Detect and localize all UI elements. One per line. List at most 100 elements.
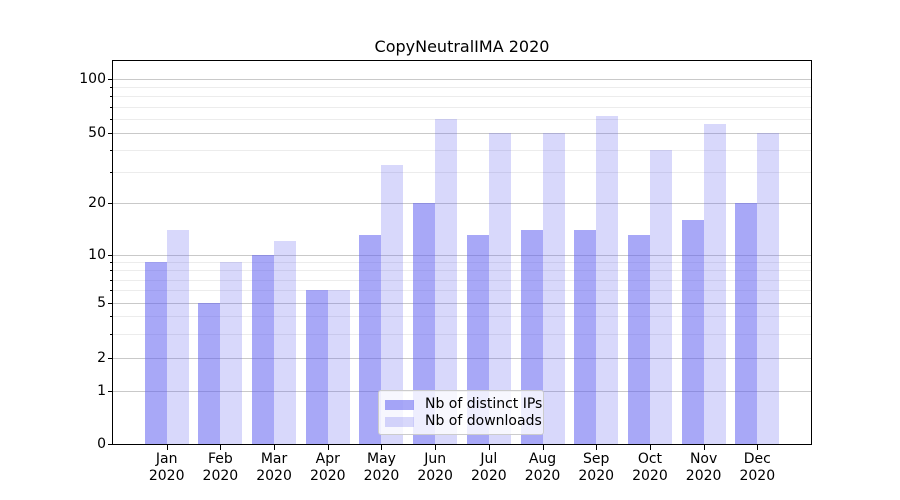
legend-swatch-distinct-ips-icon (385, 399, 414, 410)
x-tick-label-mar: Mar 2020 (256, 451, 292, 484)
legend-label-distinct-ips: Nb of distinct IPs (425, 396, 543, 412)
x-tickmark-sep (596, 445, 598, 450)
gridline-major-5 (113, 303, 811, 304)
x-tick-label-sep: Sep 2020 (578, 451, 615, 484)
bar-downloads-oct (649, 150, 672, 444)
bar-downloads-apr (327, 290, 350, 444)
legend-swatch-downloads-icon (385, 416, 414, 427)
bar-downloads-jun (435, 118, 458, 444)
y-minor-tickmark-60 (110, 118, 113, 120)
x-tick-label-aug: Aug 2020 (524, 451, 561, 484)
y-tickmark-1 (108, 391, 113, 392)
y-tick-label-0: 0 (97, 436, 106, 452)
legend-item-distinct-ips: Nb of distinct IPs (385, 396, 543, 413)
gridline-major-10 (113, 255, 811, 256)
y-minor-tickmark-90 (110, 87, 113, 89)
y-tickmark-0 (108, 444, 113, 445)
legend-label-downloads: Nb of downloads (425, 413, 542, 429)
x-tickmark-oct (649, 445, 651, 450)
gridline-minor-7 (113, 279, 811, 281)
y-tick-label-1: 1 (97, 383, 106, 399)
gridline-major-50 (113, 133, 811, 134)
y-tickmark-5 (108, 303, 113, 304)
y-minor-tickmark-3 (110, 333, 113, 335)
bar-distinct-ips-dec (735, 203, 758, 444)
bar-distinct-ips-oct (627, 235, 650, 444)
y-minor-tickmark-7 (110, 279, 113, 281)
y-minor-tickmark-8 (110, 270, 113, 272)
x-tickmark-jan (166, 445, 168, 450)
y-tick-label-10: 10 (88, 247, 106, 263)
y-tick-label-50: 50 (88, 125, 106, 141)
x-tick-label-may: May 2020 (363, 451, 400, 484)
gridline-minor-30 (113, 172, 811, 174)
y-tickmark-2 (108, 358, 113, 359)
bar-downloads-dec (757, 133, 780, 444)
gridline-minor-40 (113, 150, 811, 152)
x-tickmark-feb (220, 445, 222, 450)
x-tickmark-jul (488, 445, 490, 450)
x-tickmark-jun (435, 445, 437, 450)
plot-area (112, 60, 812, 445)
bar-distinct-ips-feb (198, 303, 221, 444)
gridline-minor-4 (113, 316, 811, 318)
bar-distinct-ips-nov (681, 219, 704, 444)
gridline-major-2 (113, 358, 811, 359)
chart-title: CopyNeutralIMA 2020 (374, 37, 550, 56)
gridline-minor-6 (113, 290, 811, 292)
y-tick-label-100: 100 (79, 71, 106, 87)
y-minor-tickmark-70 (110, 106, 113, 108)
bar-downloads-jan (166, 229, 189, 444)
gridline-minor-9 (113, 262, 811, 264)
gridline-minor-3 (113, 333, 811, 335)
x-tick-label-jul: Jul 2020 (471, 451, 507, 484)
bar-downloads-nov (703, 124, 726, 444)
x-tick-label-jan: Jan 2020 (148, 451, 185, 484)
bar-downloads-feb (220, 262, 243, 444)
bar-distinct-ips-may (359, 235, 382, 444)
gridline-minor-70 (113, 106, 811, 108)
x-tickmark-nov (703, 445, 705, 450)
y-minor-tickmark-80 (110, 96, 113, 98)
bar-downloads-sep (596, 116, 619, 444)
x-tick-label-oct: Oct 2020 (632, 451, 668, 484)
bar-distinct-ips-jan (144, 262, 167, 444)
gridline-minor-80 (113, 96, 811, 98)
bar-downloads-mar (274, 241, 297, 444)
y-tick-label-2: 2 (97, 350, 106, 366)
bar-downloads-jul (488, 133, 511, 444)
bar-distinct-ips-apr (305, 290, 328, 444)
x-tick-label-jun: Jun 2020 (417, 451, 453, 484)
bar-downloads-aug (542, 133, 565, 444)
gridline-minor-90 (113, 87, 811, 89)
y-tickmark-10 (108, 255, 113, 256)
y-tickmark-50 (108, 133, 113, 134)
legend-item-downloads: Nb of downloads (385, 413, 543, 430)
y-tickmark-100 (108, 79, 113, 80)
y-minor-tickmark-9 (110, 262, 113, 264)
gridline-major-100 (113, 79, 811, 80)
x-tickmark-may (381, 445, 383, 450)
legend: Nb of distinct IPs Nb of downloads (378, 390, 544, 435)
y-tick-label-20: 20 (88, 195, 106, 211)
gridline-minor-8 (113, 270, 811, 272)
y-minor-tickmark-40 (110, 150, 113, 152)
gridline-major-20 (113, 203, 811, 204)
x-tickmark-aug (542, 445, 544, 450)
x-tickmark-mar (274, 445, 276, 450)
y-tick-label-5: 5 (97, 295, 106, 311)
y-tickmark-20 (108, 203, 113, 204)
x-tick-label-dec: Dec 2020 (739, 451, 776, 484)
x-tick-label-nov: Nov 2020 (685, 451, 722, 484)
gridline-minor-60 (113, 118, 811, 120)
y-minor-tickmark-6 (110, 290, 113, 292)
bar-downloads-may (381, 164, 404, 444)
x-tickmark-dec (757, 445, 759, 450)
y-minor-tickmark-4 (110, 316, 113, 318)
x-tick-label-feb: Feb 2020 (202, 451, 239, 484)
bar-distinct-ips-jun (413, 203, 436, 444)
x-tick-label-apr: Apr 2020 (309, 451, 346, 484)
y-minor-tickmark-30 (110, 172, 113, 174)
bar-distinct-ips-mar (252, 255, 275, 444)
